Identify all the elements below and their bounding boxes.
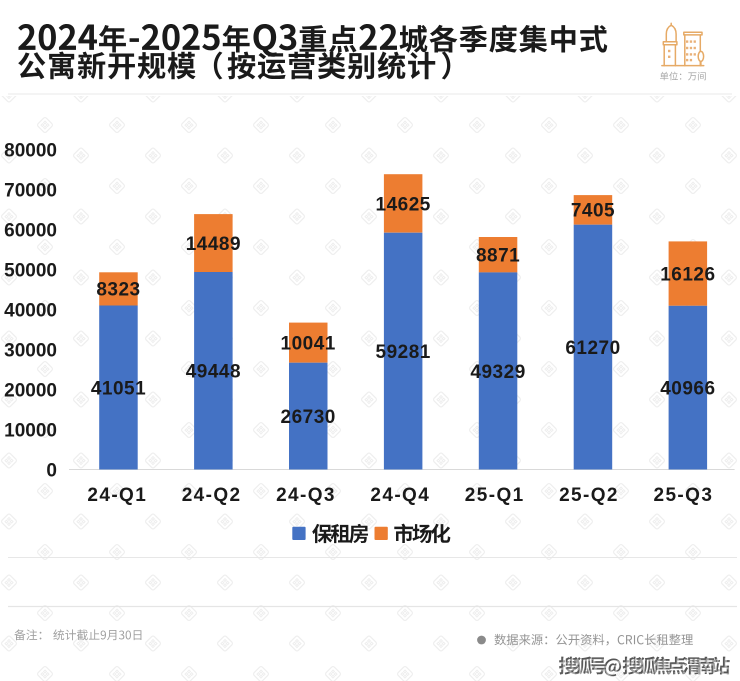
svg-text:30000: 30000: [4, 340, 57, 361]
svg-text:80000: 80000: [4, 141, 57, 162]
svg-text:20000: 20000: [4, 380, 57, 401]
svg-text:24-Q3: 24-Q3: [276, 485, 336, 506]
svg-text:40966: 40966: [660, 379, 715, 400]
svg-text:59281: 59281: [376, 342, 431, 363]
svg-text:26730: 26730: [281, 407, 336, 428]
svg-text:16126: 16126: [660, 264, 715, 285]
svg-text:7405: 7405: [571, 201, 615, 222]
svg-text:24-Q1: 24-Q1: [87, 485, 147, 506]
svg-text:0: 0: [46, 460, 57, 481]
svg-text:25-Q1: 25-Q1: [465, 485, 525, 506]
svg-text:41051: 41051: [91, 378, 146, 399]
svg-text:25-Q3: 25-Q3: [653, 485, 713, 506]
svg-text:14625: 14625: [376, 194, 431, 215]
svg-text:49329: 49329: [470, 362, 525, 383]
svg-text:24-Q2: 24-Q2: [182, 485, 242, 506]
svg-text:40000: 40000: [4, 301, 57, 322]
svg-text:24-Q4: 24-Q4: [370, 485, 430, 506]
svg-text:8871: 8871: [476, 246, 520, 267]
svg-text:49448: 49448: [186, 362, 241, 383]
svg-text:60000: 60000: [4, 221, 57, 242]
svg-text:61270: 61270: [565, 338, 620, 359]
svg-text:70000: 70000: [4, 181, 57, 202]
svg-text:8323: 8323: [96, 280, 140, 301]
svg-text:25-Q2: 25-Q2: [559, 485, 619, 506]
svg-text:14489: 14489: [186, 234, 241, 255]
svg-text:50000: 50000: [4, 261, 57, 282]
svg-text:10041: 10041: [281, 334, 336, 355]
svg-text:10000: 10000: [4, 420, 57, 441]
